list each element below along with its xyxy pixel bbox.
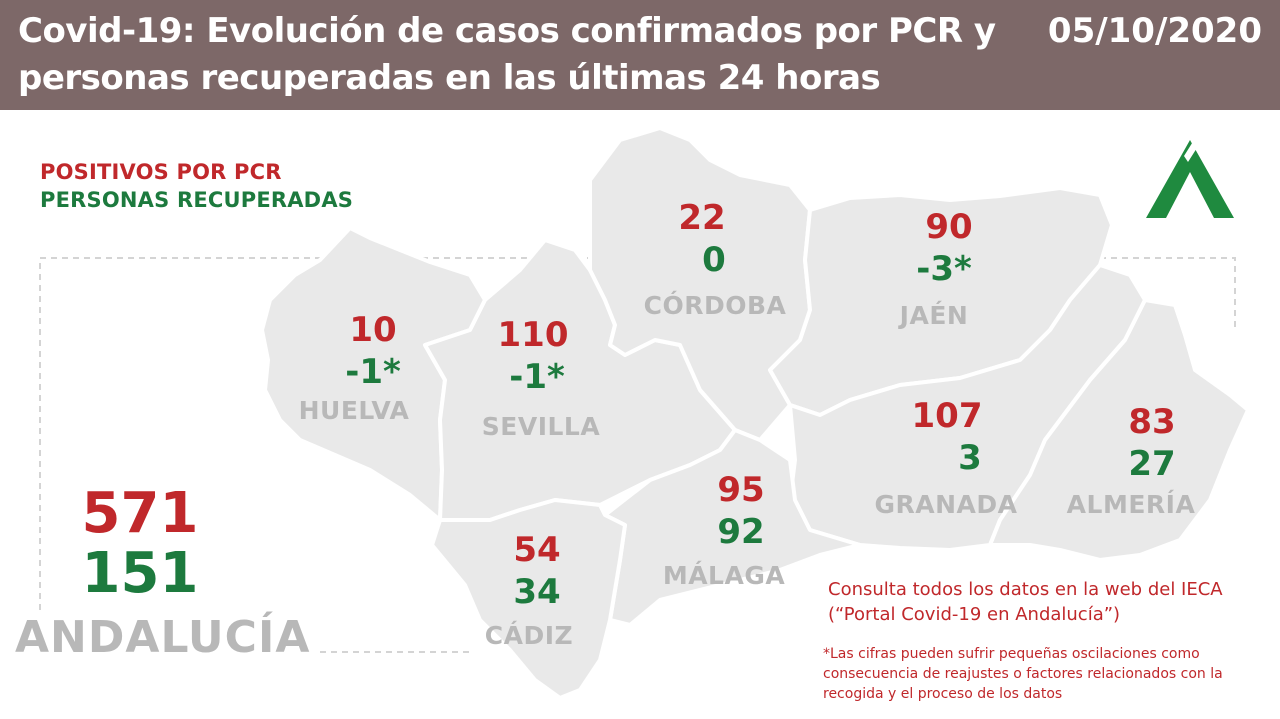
granada-recovered: 3 <box>958 438 982 478</box>
header-bar: Covid-19: Evolución de casos confirmados… <box>0 0 1280 110</box>
huelva-recovered: -1* <box>345 352 401 392</box>
page-title: Covid-19: Evolución de casos confirmados… <box>18 11 996 98</box>
junta-andalucia-logo <box>1146 140 1234 218</box>
jaen-recovered: -3* <box>916 249 972 289</box>
report-date: 05/10/2020 <box>1047 11 1262 51</box>
legend-positives: POSITIVOS POR PCR <box>40 160 282 184</box>
malaga-positives: 95 <box>717 470 765 510</box>
sevilla-label: SEVILLA <box>481 412 601 441</box>
huelva-positives: 10 <box>349 310 397 350</box>
cordoba-label: CÓRDOBA <box>643 291 787 320</box>
cordoba-positives: 22 <box>678 198 726 238</box>
huelva-label: HUELVA <box>298 396 410 425</box>
almeria-positives: 83 <box>1128 402 1176 442</box>
province-shape-cadiz <box>430 498 627 700</box>
granada-positives: 107 <box>911 396 983 436</box>
legend-recovered: PERSONAS RECUPERADAS <box>40 188 354 212</box>
malaga-label: MÁLAGA <box>662 561 786 590</box>
dashed-frame <box>39 257 1236 653</box>
malaga-recovered: 92 <box>717 512 765 552</box>
jaen-positives: 90 <box>925 207 973 247</box>
granada-label: GRANADA <box>874 490 1018 519</box>
almeria-label: ALMERÍA <box>1066 490 1196 519</box>
jaen-label: JAÉN <box>899 301 969 330</box>
cadiz-recovered: 34 <box>513 572 561 612</box>
region-label: ANDALUCÍA <box>15 612 311 663</box>
almeria-recovered: 27 <box>1128 444 1176 484</box>
sevilla-positives: 110 <box>497 315 569 355</box>
andalucia-map <box>39 126 1250 700</box>
total-positives: 571 <box>81 481 199 546</box>
cadiz-label: CÁDIZ <box>484 621 574 650</box>
cadiz-positives: 54 <box>513 530 561 570</box>
cordoba-recovered: 0 <box>702 240 726 280</box>
sevilla-recovered: -1* <box>509 357 565 397</box>
total-recovered: 151 <box>81 541 199 606</box>
province-shape-huelva <box>260 226 487 522</box>
ieca-info-text: Consulta todos los datos en la web del I… <box>828 579 1223 625</box>
province-shape-almeria <box>988 298 1250 562</box>
footnote-text: *Las cifras pueden sufrir pequeñas oscil… <box>823 646 1223 702</box>
